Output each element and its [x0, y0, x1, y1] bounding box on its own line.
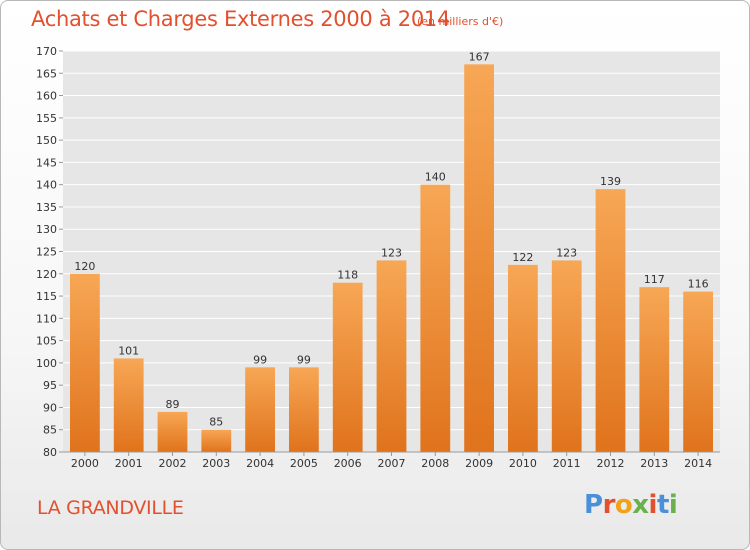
bar-2002 — [157, 411, 188, 452]
x-tick-label-2012: 2012 — [597, 457, 625, 470]
bar-2008 — [420, 184, 451, 452]
bar-2010 — [508, 264, 538, 452]
y-tick-label: 105 — [36, 335, 57, 348]
value-label-2009: 167 — [469, 50, 490, 63]
value-label-2001: 101 — [118, 344, 139, 357]
bar-2009 — [464, 64, 494, 452]
value-label-2011: 123 — [556, 246, 577, 259]
x-tick-label-2007: 2007 — [378, 457, 406, 470]
x-tick-label-2004: 2004 — [246, 457, 274, 470]
bar-2006 — [332, 282, 363, 452]
x-tick-label-2000: 2000 — [71, 457, 99, 470]
y-tick-label: 120 — [36, 268, 57, 281]
y-tick-label: 145 — [36, 156, 57, 169]
bar-2013 — [639, 287, 670, 452]
bar-2003 — [201, 429, 232, 452]
y-tick-label: 80 — [43, 446, 57, 459]
bar-2011 — [551, 260, 582, 452]
bar-2007 — [376, 260, 407, 452]
value-label-2012: 139 — [600, 175, 621, 188]
x-tick-label-2005: 2005 — [290, 457, 318, 470]
bar-2014 — [683, 291, 713, 452]
value-label-2007: 123 — [381, 246, 402, 259]
logo-letter: x — [632, 490, 649, 520]
value-label-2010: 122 — [512, 251, 533, 264]
value-label-2013: 117 — [644, 273, 665, 286]
x-tick-label-2006: 2006 — [334, 457, 362, 470]
bar-2005 — [289, 367, 319, 452]
x-tick-label-2003: 2003 — [202, 457, 230, 470]
logo-letter: P — [584, 490, 603, 520]
value-label-2003: 85 — [209, 416, 223, 429]
y-tick-label: 140 — [36, 179, 57, 192]
logo-letter: o — [614, 490, 633, 520]
bar-2004 — [245, 367, 275, 452]
x-tick-label-2014: 2014 — [684, 457, 712, 470]
bars: 120 101 89 85 99 99 118 123 140 167 122 123 139 117 11… — [70, 50, 713, 452]
y-tick-label: 115 — [36, 290, 57, 303]
y-tick-label: 95 — [43, 379, 57, 392]
y-axis: 80 85 90 95 100 105 110 115 120 125 130 135 140 145 15… — [36, 45, 63, 459]
y-tick-label: 90 — [43, 401, 57, 414]
value-label-2004: 99 — [253, 353, 267, 366]
y-tick-label: 130 — [36, 223, 57, 236]
y-tick-label: 150 — [36, 134, 57, 147]
y-tick-label: 160 — [36, 90, 57, 103]
value-label-2005: 99 — [297, 353, 311, 366]
x-tick-label-2011: 2011 — [553, 457, 581, 470]
value-label-2002: 89 — [166, 398, 180, 411]
x-tick-label-2009: 2009 — [465, 457, 493, 470]
logo-letter: t — [656, 490, 669, 520]
y-tick-label: 165 — [36, 67, 57, 80]
x-tick-label-2013: 2013 — [640, 457, 668, 470]
y-tick-label: 110 — [36, 312, 57, 325]
y-tick-label: 125 — [36, 246, 57, 259]
x-tick-label-2008: 2008 — [421, 457, 449, 470]
x-tick-label-2010: 2010 — [509, 457, 537, 470]
value-label-2000: 120 — [74, 260, 95, 273]
logo-letter: i — [648, 490, 658, 520]
value-label-2014: 116 — [688, 278, 709, 291]
x-tick-label-2002: 2002 — [159, 457, 187, 470]
y-tick-label: 155 — [36, 112, 57, 125]
x-axis: 2000 2001 2002 2003 2004 2005 2006 2007 2008 2009… — [71, 452, 712, 470]
logo-letter: r — [602, 490, 616, 520]
value-label-2006: 118 — [337, 269, 358, 282]
x-tick-label-2001: 2001 — [115, 457, 143, 470]
value-label-2008: 140 — [425, 171, 446, 184]
y-tick-label: 170 — [36, 45, 57, 58]
y-tick-label: 85 — [43, 424, 57, 437]
y-tick-label: 135 — [36, 201, 57, 214]
bar-2012 — [595, 189, 626, 452]
bar-2001 — [113, 358, 144, 452]
chart-subtitle: (en milliers d'€) — [417, 15, 504, 28]
y-tick-label: 100 — [36, 357, 57, 370]
bar-2000 — [70, 273, 100, 452]
commune-name: LA GRANDVILLE — [37, 497, 184, 519]
logo-letter: i — [668, 490, 678, 520]
chart-title: Achats et Charges Externes 2000 à 2014 — [31, 7, 451, 31]
proxiti-logo: Proxiti — [584, 490, 678, 520]
